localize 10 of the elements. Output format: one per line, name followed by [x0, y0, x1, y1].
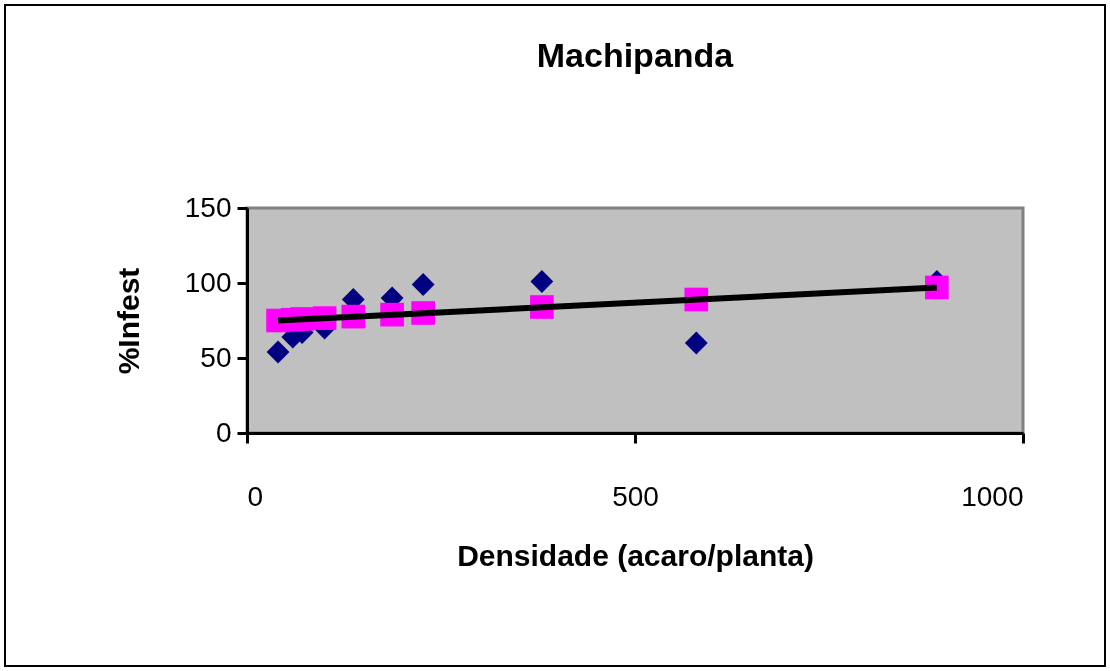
y-tick-label: 0	[215, 416, 232, 448]
x-tick-label: 1000	[961, 480, 1024, 512]
x-axis-title: Densidade (acaro/planta)	[457, 538, 814, 572]
x-tick-label: 500	[612, 480, 659, 512]
x-tick-label: 0	[247, 480, 264, 512]
y-tick-label: 50	[200, 341, 232, 373]
chart-title: Machipanda	[536, 36, 735, 74]
y-tick-label: 100	[184, 266, 232, 298]
y-axis-title: %Infest	[111, 267, 145, 375]
y-tick-label: 150	[184, 191, 232, 223]
